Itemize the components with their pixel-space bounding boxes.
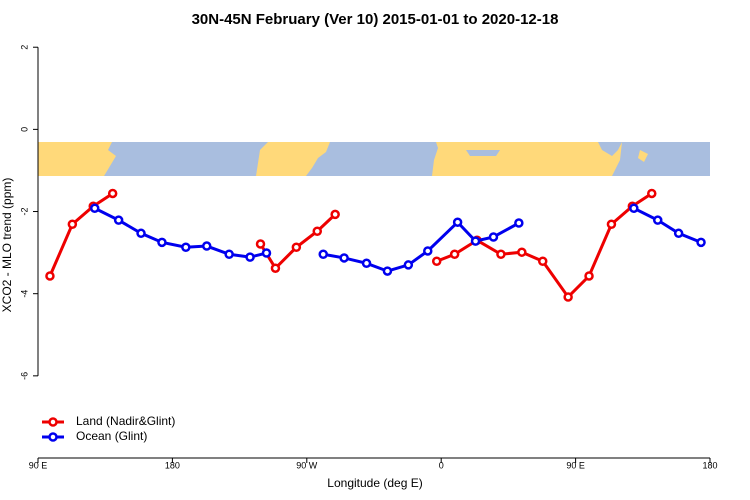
data-point xyxy=(339,253,349,263)
data-point xyxy=(245,252,255,262)
data-point xyxy=(224,249,234,260)
data-point xyxy=(107,188,118,199)
data-point xyxy=(261,248,272,258)
map-strip xyxy=(38,142,710,176)
data-point xyxy=(496,249,506,260)
data-point xyxy=(673,228,684,239)
data-point xyxy=(312,226,323,236)
series-line xyxy=(48,192,653,300)
data-point xyxy=(431,256,442,266)
data-point xyxy=(45,271,55,281)
x-tick-label: 90 E xyxy=(566,460,585,470)
data-point xyxy=(452,217,463,227)
y-tick-label: -4 xyxy=(19,290,29,298)
y-tick-label: 0 xyxy=(19,127,29,132)
data-point xyxy=(270,263,281,273)
x-tick-label: 90 E xyxy=(29,460,48,470)
legend-marker xyxy=(48,432,58,442)
x-tick-label: 0 xyxy=(439,460,444,470)
data-point xyxy=(330,209,340,220)
legend-label: Ocean (Glint) xyxy=(76,429,147,443)
data-point xyxy=(423,246,433,256)
y-tick-label: -2 xyxy=(19,208,29,216)
data-point xyxy=(113,215,124,225)
y-tick-label: -6 xyxy=(19,372,29,380)
data-point xyxy=(181,242,191,253)
x-axis-label: Longitude (deg E) xyxy=(327,476,422,490)
chart-title: 30N-45N February (Ver 10) 2015-01-01 to … xyxy=(192,11,559,28)
data-point xyxy=(629,203,639,213)
data-point xyxy=(470,236,481,246)
data-point xyxy=(488,232,499,242)
data-point xyxy=(255,239,266,249)
data-point xyxy=(563,292,573,302)
data-point xyxy=(361,258,372,269)
data-point xyxy=(403,260,414,270)
y-axis-label: XCO2 - MLO trend (ppm) xyxy=(0,178,14,313)
data-point xyxy=(584,271,594,281)
data-point xyxy=(696,237,706,248)
x-tick-label: 90 W xyxy=(296,460,318,470)
data-point xyxy=(318,249,328,260)
data-point xyxy=(537,256,548,266)
data-point xyxy=(652,215,663,225)
data-point xyxy=(647,188,657,199)
series-line xyxy=(94,206,702,273)
data-point xyxy=(606,219,617,230)
x-tick-label: 180 xyxy=(165,460,180,470)
x-tick-label: 180 xyxy=(702,460,717,470)
legend-marker xyxy=(48,417,58,427)
data-point xyxy=(514,218,524,228)
data-point xyxy=(291,242,302,253)
data-point xyxy=(136,228,146,239)
data-point xyxy=(382,266,393,276)
data-point xyxy=(67,219,78,230)
data-point xyxy=(157,237,167,248)
data-point xyxy=(449,249,460,260)
data-point xyxy=(201,241,212,251)
y-tick-label: 2 xyxy=(19,45,29,50)
data-point xyxy=(89,203,100,213)
legend-label: Land (Nadir&Glint) xyxy=(76,414,175,428)
data-point xyxy=(517,247,527,257)
